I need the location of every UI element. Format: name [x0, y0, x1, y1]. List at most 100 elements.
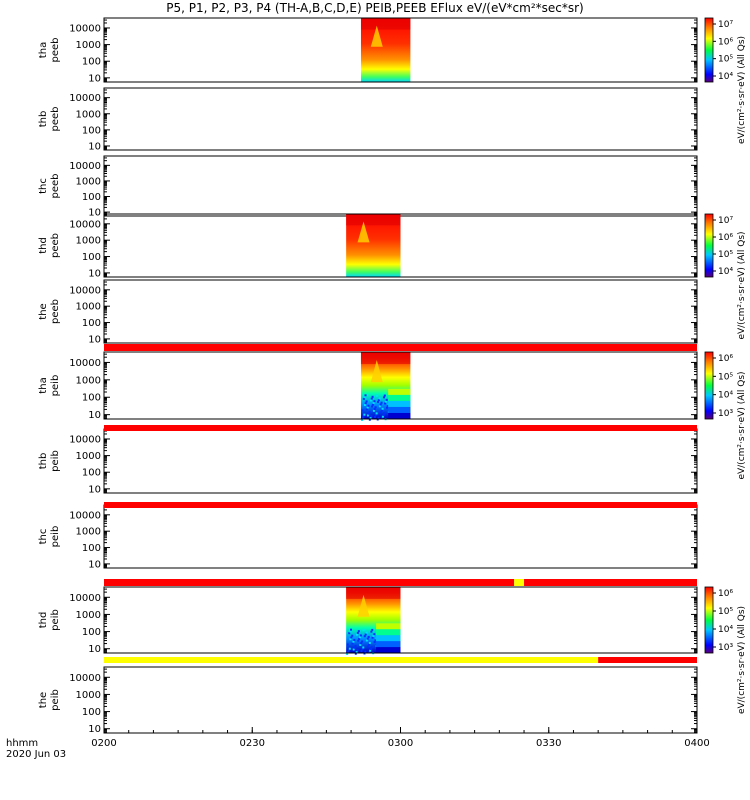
panel-probe-label: thb: [38, 111, 49, 128]
ion-speckle: [381, 407, 384, 410]
ion-speckle: [366, 637, 369, 640]
ion-speckle: [362, 629, 365, 632]
ion-speckle: [357, 630, 360, 633]
y-tick-label: 1000: [76, 302, 101, 313]
ion-speckle: [380, 401, 383, 404]
ion-speckle: [374, 639, 377, 642]
y-tick-label: 100: [82, 252, 101, 263]
ion-speckle: [371, 403, 374, 406]
y-tick-label: 100: [82, 468, 101, 479]
ion-energy-band: [376, 647, 401, 653]
panel-probe-label: the: [38, 692, 49, 708]
ion-speckle: [368, 418, 371, 421]
ion-speckle: [368, 641, 371, 644]
panel-instrument-label: peeb: [50, 107, 61, 132]
colorbar-tick-label: 10⁵: [718, 250, 733, 260]
panel-instrument-label: peib: [50, 375, 61, 397]
ion-speckle: [384, 402, 387, 405]
status-bar: [104, 579, 697, 586]
ion-energy-band: [388, 388, 411, 395]
ion-speckle: [371, 395, 374, 398]
panel-instrument-label: peib: [50, 689, 61, 711]
ion-speckle: [377, 416, 380, 419]
ion-speckle: [354, 652, 357, 655]
panel-probe-label: thc: [38, 178, 49, 194]
y-tick-label: 1000: [76, 610, 101, 621]
ion-energy-band: [376, 641, 401, 648]
y-tick-label: 100: [82, 707, 101, 718]
ion-speckle: [349, 630, 352, 633]
ion-speckle: [386, 404, 389, 407]
high-flux-band: [360, 18, 411, 30]
ion-speckle: [381, 415, 384, 418]
colorbar: [704, 586, 714, 654]
colorbar-tick-label: 10⁷: [718, 216, 733, 226]
panel-instrument-label: peeb: [50, 233, 61, 258]
panel-probe-label: thb: [38, 453, 49, 470]
ion-speckle: [364, 650, 367, 653]
status-segment: [104, 502, 697, 508]
ion-speckle: [384, 400, 387, 403]
y-tick-label: 1000: [76, 109, 101, 120]
ion-speckle: [367, 412, 370, 415]
ion-speckle: [375, 412, 378, 415]
colorbar-tick-label: 10³: [718, 643, 733, 653]
ion-speckle: [369, 649, 372, 652]
panel-frame: [103, 504, 698, 569]
high-flux-band: [346, 214, 401, 226]
y-tick-label: 1000: [76, 375, 101, 386]
status-bar: [104, 657, 697, 663]
panel-instrument-label: peeb: [50, 174, 61, 199]
ion-speckle: [360, 642, 363, 645]
status-segment: [104, 344, 697, 351]
x-tick-label: 0300: [388, 738, 413, 749]
panel-frame: [103, 87, 698, 151]
ion-speckle: [367, 643, 370, 646]
ion-speckle: [350, 628, 353, 631]
ion-speckle: [352, 640, 355, 643]
colorbar-tick-label: 10⁶: [718, 354, 733, 364]
ion-energy-band: [388, 394, 411, 401]
ion-speckle: [347, 651, 350, 654]
y-tick-label: 10000: [69, 219, 101, 230]
ion-energy-band: [376, 629, 401, 636]
panel-instrument-label: peeb: [50, 299, 61, 324]
ion-speckle: [358, 637, 361, 640]
y-tick-label: 10: [88, 208, 101, 219]
ion-speckle: [361, 640, 364, 643]
ion-speckle: [364, 394, 367, 397]
ion-speckle: [352, 648, 355, 651]
colorbar-unit-label: eV/(cm²·s·sr·eV) (All Qs): [737, 371, 747, 479]
panel-probe-label: tha: [38, 42, 49, 58]
colorbar-tick-label: 10⁵: [718, 607, 733, 617]
ion-energy-band: [388, 400, 411, 407]
flux-spike: [370, 360, 383, 383]
y-tick-label: 100: [82, 393, 101, 404]
ion-speckle: [359, 643, 362, 646]
ion-speckle: [359, 634, 362, 637]
ion-speckle: [365, 408, 368, 411]
ion-speckle: [363, 635, 366, 638]
x-tick-label: 0200: [91, 738, 116, 749]
x-tick-label: 0230: [240, 738, 265, 749]
ion-speckle: [361, 648, 364, 651]
ion-speckle: [358, 636, 361, 639]
panel-instrument-label: peib: [50, 526, 61, 548]
ion-speckle: [351, 634, 354, 637]
y-tick-label: 10: [88, 724, 101, 735]
y-tick-label: 1000: [76, 176, 101, 187]
ion-speckle: [360, 649, 363, 652]
colorbar-unit-label: eV/(cm²·s·sr·eV) (All Qs): [737, 36, 747, 144]
ion-speckle: [370, 630, 373, 633]
panel-thb-peib: 10 100 1000 10000 thb peib: [38, 428, 698, 495]
ion-speckle: [387, 412, 390, 415]
ion-speckle: [347, 649, 350, 652]
ion-speckle: [356, 633, 359, 636]
ion-speckle: [379, 403, 382, 406]
ion-speckle: [378, 405, 381, 408]
y-tick-label: 10000: [69, 434, 101, 445]
colorbar-tick-label: 10⁴: [718, 625, 733, 635]
ion-speckle: [371, 405, 374, 408]
status-segment: [524, 579, 697, 586]
ion-speckle: [365, 639, 368, 642]
